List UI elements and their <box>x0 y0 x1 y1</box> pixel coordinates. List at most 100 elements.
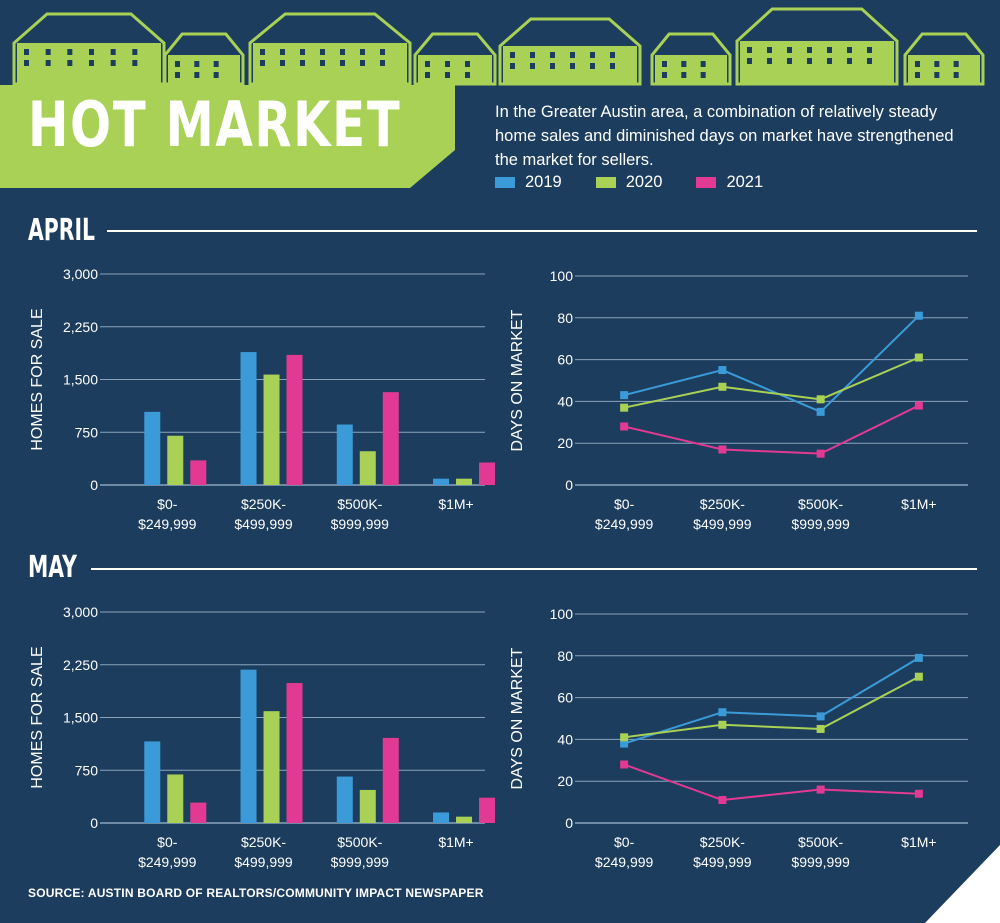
chart-april-days: 0 20 40 60 80 100 DAYS ON MARKET $0- $249,999 $25… <box>509 268 968 532</box>
legend-item-2021: 2021 <box>696 173 763 192</box>
bar-2020-3 <box>456 816 473 823</box>
bar-2021-0 <box>190 460 207 485</box>
house-8 <box>903 32 985 86</box>
bar-2020-2 <box>359 451 376 485</box>
legend-label-2020: 2020 <box>625 173 663 191</box>
bar-2020-2 <box>359 789 376 823</box>
house-window <box>280 60 285 66</box>
bar-2020-1 <box>263 374 280 485</box>
bar-2021-1 <box>286 354 303 485</box>
house-skyline-illustration <box>12 7 985 86</box>
point-2021-0 <box>620 760 629 769</box>
y-axis-title: DAYS ON MARKET <box>509 309 526 451</box>
house-window <box>530 52 535 58</box>
house-window <box>132 60 138 66</box>
house-window <box>570 63 575 69</box>
y-tick-label: 20 <box>557 773 573 789</box>
house-window <box>213 61 219 67</box>
house-window <box>827 47 832 53</box>
house-window <box>320 60 325 66</box>
x-tick-label: $999,999 <box>331 516 390 532</box>
y-tick-label: 100 <box>550 606 574 622</box>
x-tick-label: $500K- <box>337 834 382 850</box>
house-window <box>867 58 872 64</box>
legend-swatch-2020 <box>595 177 616 188</box>
house-window <box>280 49 285 55</box>
y-tick-label: 80 <box>557 648 573 664</box>
house-window <box>550 52 555 58</box>
house-window <box>89 60 94 66</box>
bar-2019-2 <box>336 424 353 485</box>
point-2021-2 <box>816 785 825 794</box>
house-window <box>807 47 812 53</box>
house-window <box>787 58 792 64</box>
point-2021-3 <box>914 401 923 410</box>
y-axis-title: DAYS ON MARKET <box>509 647 526 789</box>
house-window <box>24 60 29 66</box>
y-tick-label: 20 <box>557 435 573 451</box>
y-tick-label: 0 <box>90 815 98 831</box>
house-window <box>550 63 555 69</box>
house-window <box>445 61 450 67</box>
y-tick-label: 60 <box>557 690 573 706</box>
house-window <box>425 72 430 78</box>
point-2021-2 <box>816 449 825 458</box>
bar-2021-3 <box>479 797 496 823</box>
house-window <box>445 72 450 78</box>
house-window <box>110 60 116 66</box>
x-tick-label: $0- <box>157 834 178 850</box>
bar-2021-1 <box>286 683 303 823</box>
y-axis-title: HOMES FOR SALE <box>29 646 46 788</box>
house-window <box>213 72 219 78</box>
house-window <box>360 49 365 55</box>
house-window <box>610 52 615 58</box>
house-5 <box>498 17 642 86</box>
x-tick-label: $999,999 <box>791 854 850 870</box>
x-tick-label: $250K- <box>700 496 745 512</box>
house-window <box>175 61 180 67</box>
house-6 <box>650 32 732 86</box>
house-window <box>24 49 29 55</box>
legend-item-2019: 2019 <box>495 173 562 192</box>
x-tick-label: $250K- <box>241 834 286 850</box>
bar-2020-0 <box>167 774 184 823</box>
house-window <box>847 47 852 53</box>
section-label-may: MAY <box>28 550 77 585</box>
bar-2021-2 <box>382 737 399 823</box>
legend-label-2021: 2021 <box>726 173 764 191</box>
house-3 <box>248 12 412 86</box>
house-7 <box>735 7 899 86</box>
house-window <box>570 52 575 58</box>
house-window <box>510 52 515 58</box>
point-2021-3 <box>914 789 923 798</box>
house-window <box>610 63 615 69</box>
point-2020-2 <box>816 724 825 733</box>
x-tick-label: $499,999 <box>234 854 293 870</box>
house-window <box>590 63 595 69</box>
house-wall <box>655 55 727 84</box>
house-window <box>67 49 73 55</box>
house-window <box>807 58 812 64</box>
bar-2021-0 <box>190 802 207 823</box>
point-2020-1 <box>718 382 727 391</box>
house-window <box>767 58 772 64</box>
point-2019-2 <box>816 712 825 721</box>
y-tick-label: 60 <box>557 352 573 368</box>
point-2019-3 <box>914 311 923 320</box>
bar-2019-0 <box>144 741 161 823</box>
house-window <box>953 72 959 78</box>
bar-2020-1 <box>263 711 280 823</box>
y-tick-label: 1,500 <box>63 710 98 726</box>
house-window <box>340 60 345 66</box>
x-tick-label: $249,999 <box>595 516 654 532</box>
house-window <box>915 72 920 78</box>
x-tick-label: $0- <box>614 496 635 512</box>
house-window <box>465 72 470 78</box>
point-2019-2 <box>816 407 825 416</box>
x-tick-label: $250K- <box>700 834 745 850</box>
point-2021-1 <box>718 796 727 805</box>
house-window <box>700 72 706 78</box>
house-window <box>510 63 515 69</box>
